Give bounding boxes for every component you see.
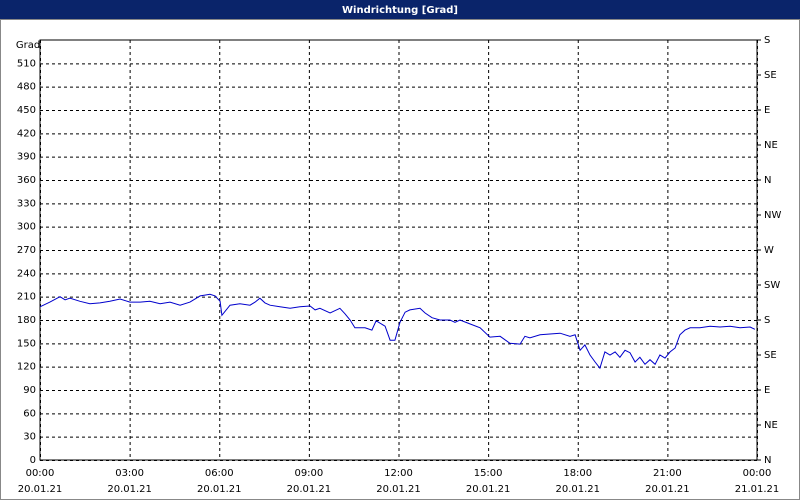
y2-tick-label: NE <box>764 140 778 151</box>
y-axis-label: Grad <box>16 40 40 51</box>
y-tick-label: 390 <box>17 152 36 163</box>
y2-tick-label: W <box>764 245 774 256</box>
y-tick-label: 450 <box>17 105 36 116</box>
y2-tick-label: NE <box>764 420 778 431</box>
y-tick-label: 30 <box>23 432 36 443</box>
y-tick-label: 120 <box>17 362 36 373</box>
y-tick-label: 270 <box>17 245 36 256</box>
x-tick-date: 20.01.21 <box>466 484 511 495</box>
y-tick-label: 60 <box>23 408 36 419</box>
y-tick-label: 300 <box>17 222 36 233</box>
y-tick-label: 420 <box>17 128 36 139</box>
y2-tick-label: N <box>764 455 771 466</box>
y-tick-label: 210 <box>17 292 36 303</box>
x-tick-date: 20.01.21 <box>645 484 690 495</box>
y2-tick-label: E <box>764 105 770 116</box>
y-tick-label: 240 <box>17 268 36 279</box>
y-tick-label: 510 <box>17 58 36 69</box>
y2-tick-label: SE <box>764 70 777 81</box>
title-bar <box>0 0 800 19</box>
x-tick-date: 20.01.21 <box>287 484 332 495</box>
y-tick-label: 360 <box>17 175 36 186</box>
y2-tick-label: N <box>764 175 771 186</box>
x-tick-label: 18:00 <box>563 468 592 479</box>
y-tick-label: 480 <box>17 82 36 93</box>
y-tick-label: 90 <box>23 385 36 396</box>
x-tick-date: 21.01.21 <box>735 484 780 495</box>
x-tick-date: 20.01.21 <box>107 484 152 495</box>
x-tick-date: 20.01.21 <box>376 484 421 495</box>
x-tick-date: 20.01.21 <box>555 484 600 495</box>
x-tick-label: 06:00 <box>205 468 234 479</box>
x-tick-date: 20.01.21 <box>18 484 63 495</box>
x-tick-label: 00:00 <box>743 468 772 479</box>
x-tick-label: 15:00 <box>474 468 503 479</box>
y-tick-label: 330 <box>17 198 36 209</box>
y2-tick-label: SE <box>764 350 777 361</box>
x-tick-date: 20.01.21 <box>197 484 242 495</box>
x-tick-label: 21:00 <box>653 468 682 479</box>
y2-tick-label: S <box>764 315 770 326</box>
x-tick-label: 09:00 <box>294 468 323 479</box>
y2-tick-label: E <box>764 385 770 396</box>
y2-tick-label: NW <box>764 210 781 221</box>
y-tick-label: 180 <box>17 315 36 326</box>
y-tick-label: 150 <box>17 338 36 349</box>
y2-tick-label: SW <box>764 280 780 291</box>
x-tick-label: 12:00 <box>384 468 413 479</box>
y-tick-label: 0 <box>30 455 36 466</box>
x-tick-label: 03:00 <box>115 468 144 479</box>
chart-title: Windrichtung [Grad] <box>342 5 458 16</box>
x-tick-label: 00:00 <box>26 468 55 479</box>
y2-tick-label: S <box>764 35 770 46</box>
data-line <box>39 293 756 370</box>
